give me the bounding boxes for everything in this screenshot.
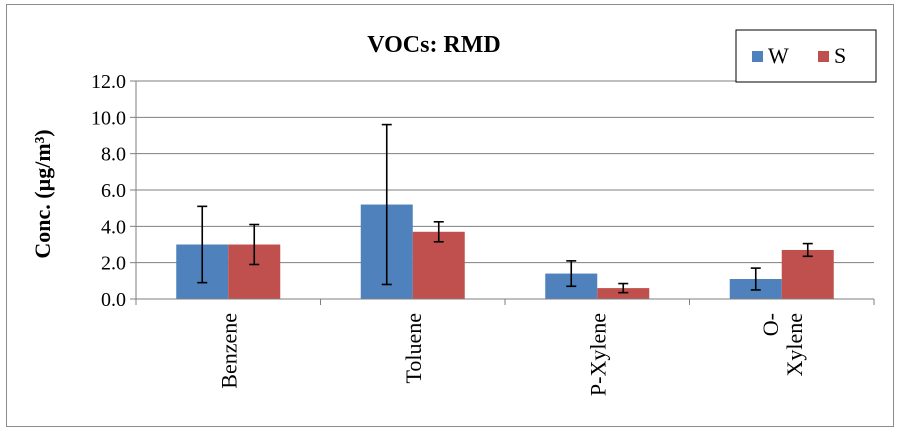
x-tick-label-2: P-Xylene [585, 313, 610, 396]
x-tick-label-line: P-Xylene [585, 313, 610, 396]
x-tick-labels: Benzene Toluene P-Xylene O- Xylene [216, 313, 807, 396]
x-tick-label-0: Benzene [216, 313, 241, 389]
legend-label-w: W [768, 43, 789, 68]
bars [176, 204, 834, 299]
x-tick-label-line: O- [758, 313, 783, 336]
y-tick-labels: 0.0 2.0 4.0 6.0 8.0 10.0 12.0 [91, 71, 126, 311]
x-tick-label-line: Toluene [401, 313, 426, 384]
x-tick-label-3: O- Xylene [758, 313, 807, 377]
legend-swatch-s [818, 51, 829, 62]
axes [130, 80, 875, 305]
x-tick-label-1: Toluene [401, 313, 426, 384]
y-tick-label: 12.0 [91, 71, 126, 93]
chart-title: VOCs: RMD [367, 32, 501, 58]
x-tick-label-line: Xylene [782, 313, 807, 377]
bar-s-3 [781, 249, 834, 299]
y-tick-label: 10.0 [91, 107, 126, 129]
y-tick-label: 2.0 [101, 253, 126, 275]
y-tick-label: 0.0 [101, 289, 126, 311]
bar-s-2 [597, 288, 650, 299]
gridlines [136, 80, 874, 264]
y-tick-label: 8.0 [101, 144, 126, 166]
legend-label-s: S [834, 43, 846, 68]
y-tick-label: 6.0 [101, 180, 126, 202]
legend-swatch-w [752, 51, 763, 62]
y-axis-label: Conc. (µg/m³) [30, 129, 55, 258]
error-bars [197, 123, 813, 294]
bar-s-1 [412, 231, 465, 299]
x-tick-label-line: Benzene [216, 313, 241, 389]
y-tick-label: 4.0 [101, 216, 126, 238]
